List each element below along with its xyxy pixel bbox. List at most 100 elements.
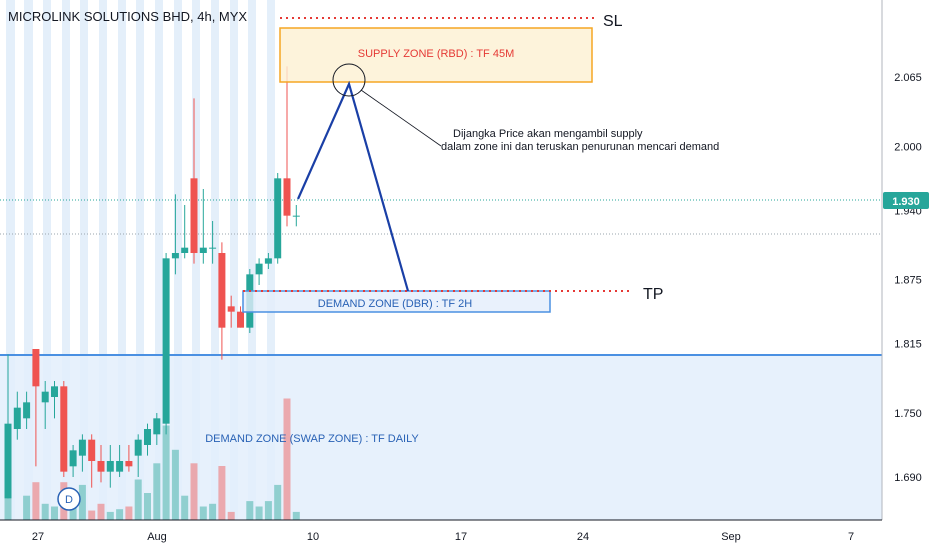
time-tick-label: Aug bbox=[147, 531, 167, 543]
volume-bar bbox=[190, 463, 198, 520]
time-tick-labels: 27 Aug 10 17 24 Sep 7 bbox=[32, 531, 854, 543]
session-band bbox=[43, 0, 51, 520]
candle-body bbox=[41, 391, 49, 403]
volume-bar bbox=[199, 506, 207, 520]
candle-body bbox=[134, 439, 142, 456]
candle-body bbox=[13, 407, 21, 429]
projection-path[interactable] bbox=[296, 80, 410, 292]
candle-body bbox=[292, 215, 300, 217]
session-band bbox=[136, 0, 144, 520]
session-band bbox=[24, 0, 33, 520]
volume-bar bbox=[227, 511, 235, 520]
volume-bar bbox=[4, 482, 12, 520]
candle-body bbox=[181, 247, 189, 253]
candle-body bbox=[88, 439, 96, 461]
volume-bar bbox=[292, 511, 300, 520]
candle-body bbox=[190, 178, 198, 253]
session-band bbox=[155, 0, 163, 520]
time-axis[interactable] bbox=[0, 520, 932, 550]
candle-body bbox=[144, 429, 151, 445]
price-tick-label: 1.815 bbox=[894, 339, 922, 351]
volume-bar bbox=[218, 466, 226, 520]
target-circle bbox=[332, 63, 366, 97]
price-tick-label: 1.750 bbox=[894, 408, 922, 420]
candle-body bbox=[171, 253, 179, 259]
candle-body bbox=[218, 253, 226, 328]
volume-bar bbox=[264, 501, 272, 520]
volume-bar bbox=[23, 495, 31, 520]
candle-body bbox=[106, 461, 114, 472]
volume-bar bbox=[274, 484, 282, 520]
supply-zone[interactable] bbox=[279, 27, 593, 83]
session-band bbox=[174, 0, 182, 520]
volume-bar bbox=[134, 479, 142, 520]
candle-body bbox=[78, 439, 86, 456]
volume-bar bbox=[116, 509, 124, 520]
candle-body bbox=[97, 461, 105, 472]
volume-bar bbox=[283, 398, 291, 520]
candle-body bbox=[237, 311, 244, 328]
session-band bbox=[62, 0, 70, 520]
note-line-2: dalam zone ini dan teruskan penurunan me… bbox=[441, 141, 719, 153]
candle-body bbox=[227, 306, 235, 312]
candle-body bbox=[116, 461, 124, 472]
demand-zone-dbr-label: DEMAND ZONE (DBR) : TF 2H bbox=[318, 298, 472, 310]
time-tick-label: 27 bbox=[32, 531, 44, 543]
note-line-1: Dijangka Price akan mengambil supply bbox=[453, 128, 643, 140]
sl-label: SL bbox=[603, 13, 623, 30]
candle-body bbox=[274, 178, 282, 259]
supply-zone-label: SUPPLY ZONE (RBD) : TF 45M bbox=[358, 48, 514, 60]
volume-bar bbox=[246, 501, 254, 520]
volume-bar bbox=[144, 493, 151, 520]
candles bbox=[4, 66, 300, 499]
price-tick-label: 1.875 bbox=[894, 275, 922, 287]
candle-body bbox=[283, 178, 291, 216]
time-tick-label: Sep bbox=[721, 531, 741, 543]
demand-zone-swap bbox=[0, 355, 882, 520]
session-band bbox=[80, 0, 88, 520]
session-band bbox=[6, 0, 15, 520]
volume-bar bbox=[171, 449, 179, 520]
current-price-label: 1.930 bbox=[892, 196, 920, 208]
session-bands bbox=[6, 0, 275, 520]
session-band bbox=[230, 0, 238, 520]
volume-bar bbox=[181, 495, 189, 520]
price-tick-label: 2.000 bbox=[894, 141, 922, 153]
candle-body bbox=[199, 247, 207, 253]
time-tick-label: 10 bbox=[307, 531, 319, 543]
candle-body bbox=[51, 386, 58, 397]
demand-zone-swap-label: DEMAND ZONE (SWAP ZONE) : TF DAILY bbox=[205, 433, 419, 445]
session-band bbox=[192, 0, 200, 520]
volume-bar bbox=[162, 425, 170, 520]
volume-bar bbox=[88, 510, 96, 520]
candle-body bbox=[162, 258, 170, 424]
note-pointer bbox=[360, 89, 442, 147]
candle-body bbox=[60, 386, 68, 472]
candle-body bbox=[153, 418, 161, 435]
session-band bbox=[99, 0, 107, 520]
price-tick-label: 1.690 bbox=[894, 472, 922, 484]
volume-bar bbox=[97, 503, 105, 520]
time-tick-label: 24 bbox=[577, 531, 589, 543]
time-tick-label: 7 bbox=[848, 531, 854, 543]
session-band bbox=[118, 0, 126, 520]
volume-bar bbox=[32, 482, 40, 520]
demand-zone-dbr[interactable] bbox=[242, 290, 551, 313]
event-badge[interactable] bbox=[57, 487, 81, 511]
volume-bar bbox=[209, 503, 217, 520]
price-tick-label: 2.065 bbox=[894, 72, 922, 84]
session-band bbox=[211, 0, 219, 520]
candle-body bbox=[23, 402, 31, 419]
candle-body bbox=[125, 461, 133, 467]
chart-title: MICROLINK SOLUTIONS BHD, 4h, MYX bbox=[8, 9, 248, 24]
volume-bar bbox=[125, 506, 133, 520]
price-axis[interactable] bbox=[882, 0, 932, 550]
time-tick-label: 17 bbox=[455, 531, 467, 543]
volume-bar bbox=[51, 506, 58, 520]
volume-bar bbox=[41, 503, 49, 520]
candle-body bbox=[209, 247, 217, 249]
volume-bar bbox=[153, 463, 161, 520]
candle-body bbox=[264, 258, 272, 264]
current-price-tag bbox=[883, 192, 929, 209]
